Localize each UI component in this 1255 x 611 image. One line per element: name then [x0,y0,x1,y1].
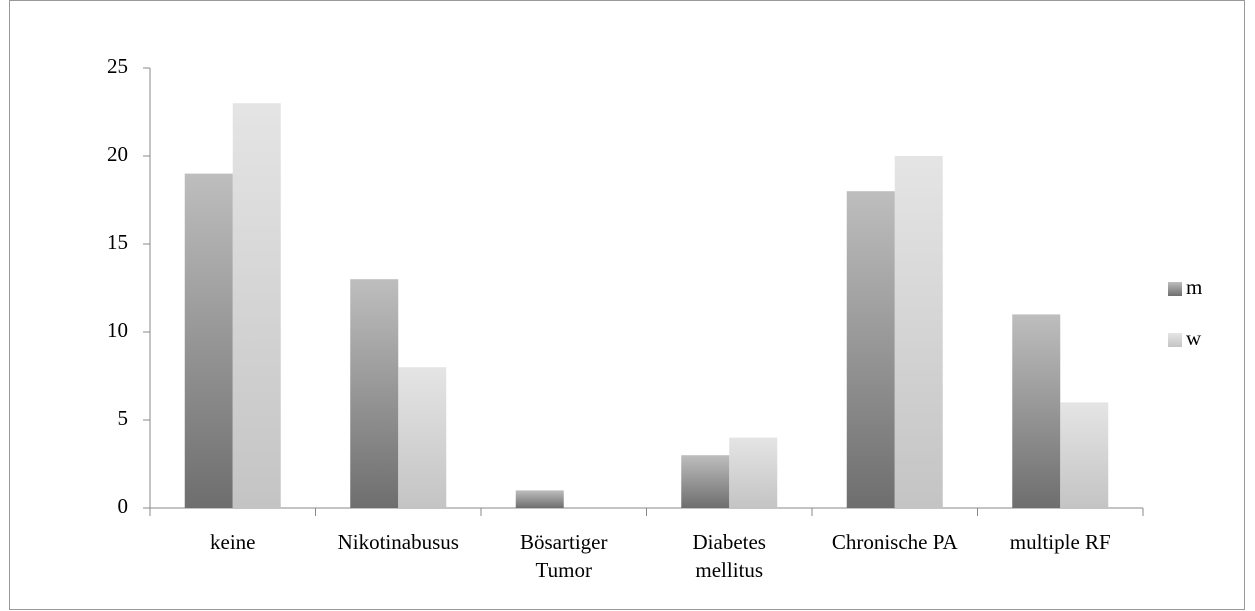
legend-label: w [1186,326,1202,350]
legend-label: m [1186,275,1202,299]
bar [184,173,233,508]
y-tick-label: 25 [107,54,128,78]
bar [350,279,399,508]
bar [398,367,447,508]
bar [1060,402,1109,508]
bar [1012,314,1061,508]
y-tick-label: 15 [107,230,128,254]
y-tick-label: 5 [118,406,129,430]
x-tick-label: keine [210,530,255,554]
x-tick-label: Bösartiger Tumor [520,530,607,582]
bar [681,455,730,508]
bar [515,490,564,508]
bar [846,191,895,508]
y-tick-label: 0 [118,494,129,518]
bar [232,103,281,508]
x-tick-label: Diabetes mellitus [693,530,766,582]
x-tick-label: Chronische PA [832,530,959,554]
y-tick-label: 20 [107,142,128,166]
x-tick-label: Nikotinabusus [338,530,459,554]
y-tick-label: 10 [107,318,128,342]
x-tick-label: multiple RF [1010,530,1111,554]
legend-swatch [1168,282,1182,296]
legend-swatch [1168,333,1182,347]
bar [729,437,778,508]
bar [894,156,943,508]
